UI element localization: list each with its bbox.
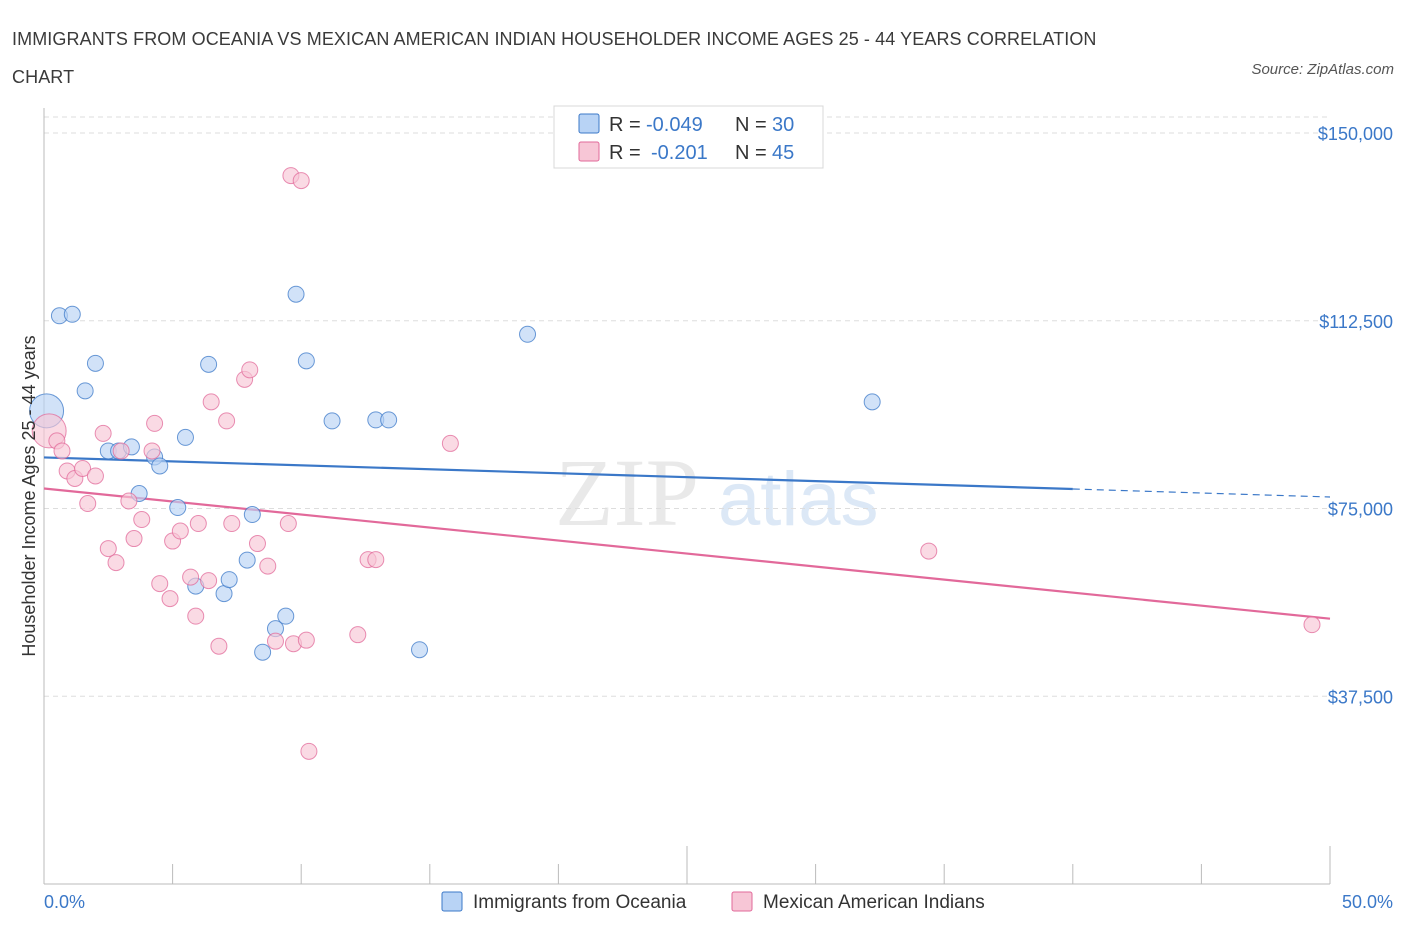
point-mexican-american-indians [53,442,71,460]
legend-swatch-pink [578,141,600,162]
y-tick-label: $150,000 [1318,124,1393,144]
point-mexican-american-indians [300,742,318,760]
point-mexican-american-indians [210,637,228,655]
point-oceania [151,457,169,475]
point-oceania [287,285,305,303]
point-mexican-american-indians [120,492,138,510]
point-oceania [76,382,94,400]
point-mexican-american-indians [349,626,367,644]
trend-line-oceania-extension [1072,488,1331,498]
data-points [29,167,1321,760]
point-mexican-american-indians [266,632,284,650]
legend-n-value-2: 45 [772,142,794,164]
watermark-zip: ZIP [555,439,699,546]
point-mexican-american-indians [218,412,236,430]
trend-line-oceania [43,456,1073,491]
series-legend-label-oceania: Immigrants from Oceania [473,892,687,913]
source-label: Source: ZipAtlas.com [1251,61,1394,78]
point-mexican-american-indians [94,424,112,442]
point-mexican-american-indians [99,540,117,558]
x-axis-ticks [43,846,1331,884]
series-legend-swatch-oceania [441,891,463,912]
y-axis-labels: $150,000 $112,500 $75,000 $37,500 [1318,124,1393,707]
series-legend-label-mexican-american-indians: Mexican American Indians [763,892,985,913]
x-tick-label-min: 0.0% [44,892,85,912]
series-legend-swatch-mexican-american-indians [731,891,753,912]
point-oceania [86,354,104,372]
correlation-legend: R = -0.049 N = 30 R = -0.201 N = 45 [553,105,824,169]
point-oceania [863,393,881,411]
point-oceania [220,571,238,589]
legend-n-label-2: N = [735,142,767,164]
point-mexican-american-indians [161,590,179,608]
point-oceania [519,325,537,343]
point-mexican-american-indians [367,551,385,569]
chart-title: IMMIGRANTS FROM OCEANIA VS MEXICAN AMERI… [12,29,1097,87]
point-mexican-american-indians [74,459,92,477]
point-mexican-american-indians [920,542,938,560]
point-mexican-american-indians [125,530,143,548]
point-mexican-american-indians [248,535,266,553]
legend-n-label-1: N = [735,114,767,136]
point-oceania [243,506,261,524]
point-mexican-american-indians [182,568,200,586]
point-mexican-american-indians [112,442,130,460]
legend-swatch-blue [578,113,600,134]
point-mexican-american-indians [151,575,169,593]
grid-lines [44,116,1330,697]
legend-r-value-2: -0.201 [651,142,708,164]
point-oceania [277,607,295,625]
y-tick-label: $75,000 [1328,500,1393,520]
point-mexican-american-indians [200,572,218,590]
point-mexican-american-indians [241,361,259,379]
point-oceania [297,352,315,370]
point-oceania [200,355,218,373]
point-oceania [411,641,429,659]
series-legend: Immigrants from Oceania Mexican American… [441,891,985,913]
point-oceania [254,643,272,661]
legend-r-value-1: -0.049 [646,114,703,136]
point-oceania [380,411,398,429]
legend-r-label-2: R = [609,142,641,164]
point-oceania [323,412,341,430]
point-mexican-american-indians [279,515,297,533]
point-mexican-american-indians [171,522,189,540]
point-mexican-american-indians [143,442,161,460]
legend-r-label-1: R = [609,114,641,136]
point-oceania [169,499,187,517]
point-mexican-american-indians [202,393,220,411]
x-tick-label-max: 50.0% [1342,892,1393,912]
y-axis-title: Householder Income Ages 25 - 44 years [19,335,39,656]
point-oceania [238,551,256,569]
point-mexican-american-indians [107,554,125,572]
point-mexican-american-indians [223,515,241,533]
point-mexican-american-indians [292,172,310,190]
point-mexican-american-indians [79,495,97,513]
point-mexican-american-indians [133,511,151,529]
point-oceania [63,305,81,323]
point-oceania [176,428,194,446]
point-mexican-american-indians [297,631,315,649]
point-mexican-american-indians [146,414,164,432]
point-mexican-american-indians [86,467,104,485]
point-mexican-american-indians [187,607,205,625]
point-mexican-american-indians [259,557,277,575]
y-tick-label: $112,500 [1319,312,1393,332]
y-tick-label: $37,500 [1328,687,1393,707]
point-mexican-american-indians [1303,616,1321,634]
point-mexican-american-indians [189,515,207,533]
watermark-atlas: atlas [718,457,879,542]
point-mexican-american-indians [441,434,459,452]
legend-n-value-1: 30 [772,114,794,136]
